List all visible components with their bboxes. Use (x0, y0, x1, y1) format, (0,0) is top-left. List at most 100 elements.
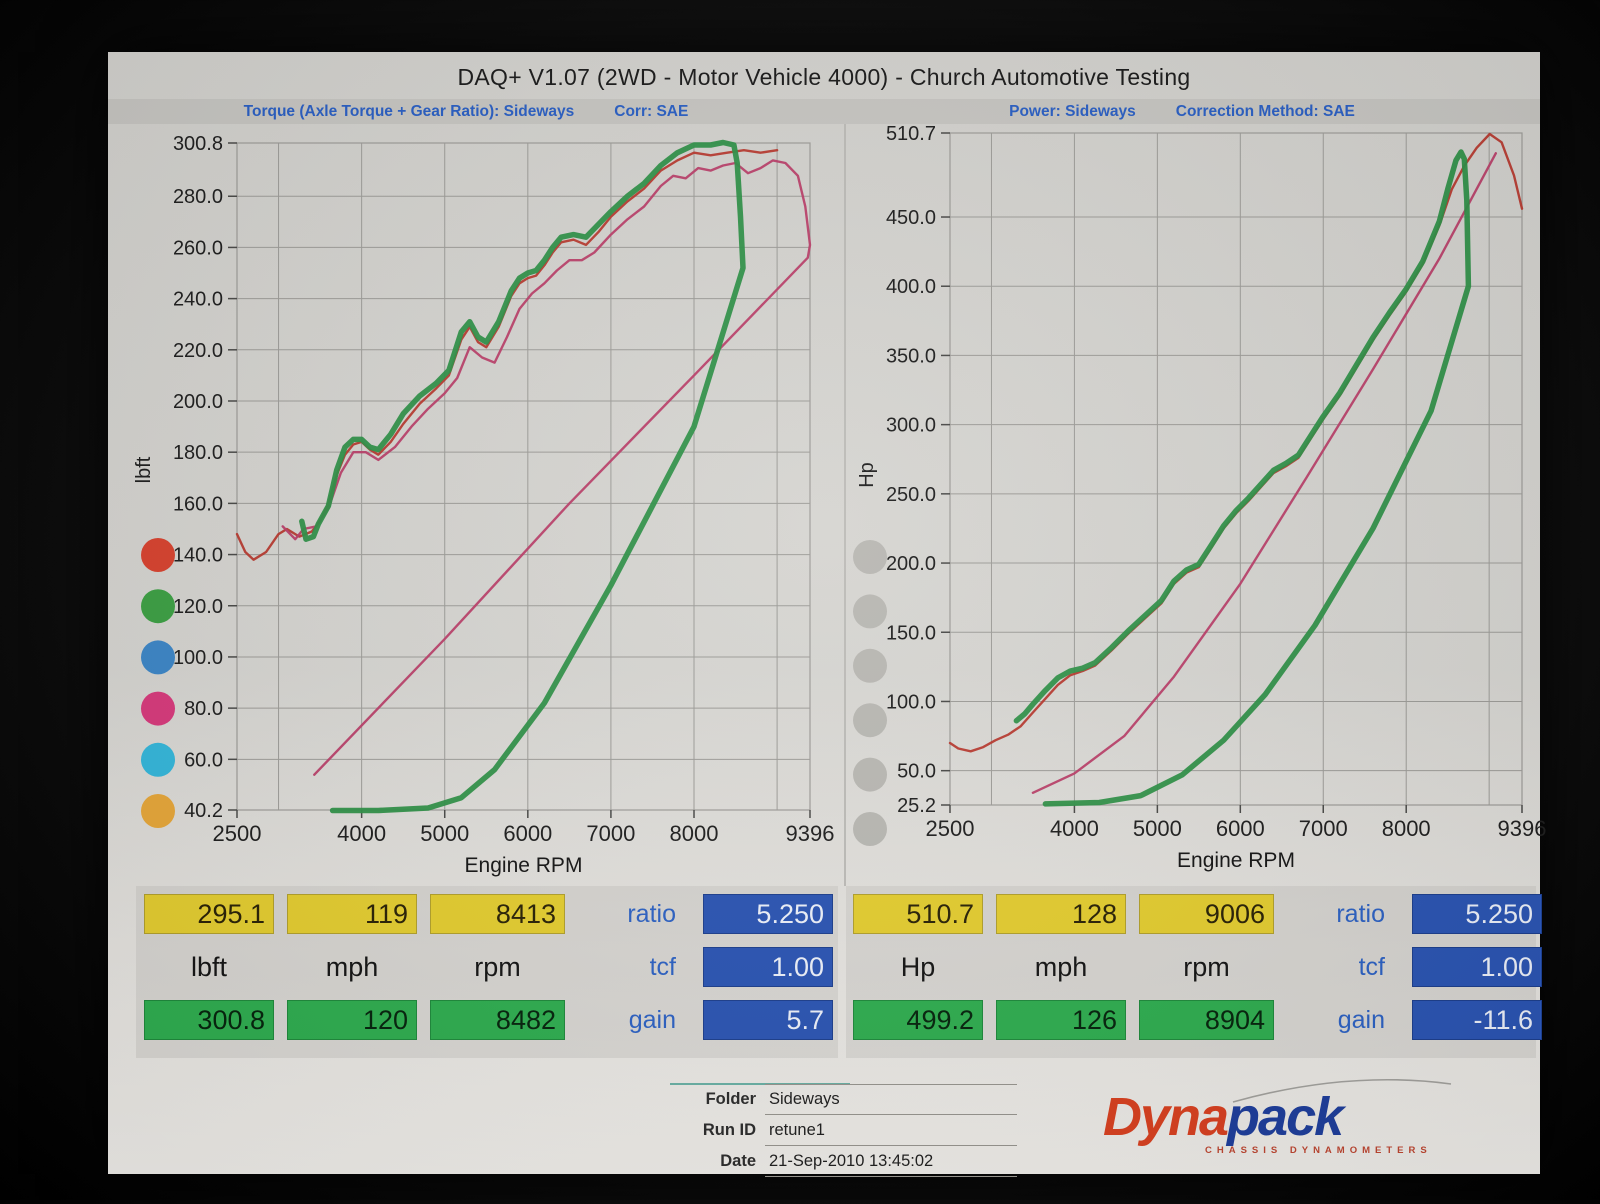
date-label: Date (720, 1152, 756, 1170)
power-chart: 510.7 450.0 400.0 350.0 300.0 250.0 200.0 150.0… (853, 123, 1546, 872)
y-tick-label: 300.8 (173, 133, 223, 155)
gain-value: 5.7 (703, 1000, 833, 1040)
y-tick-label: 100.0 (886, 691, 936, 713)
ratio-label: ratio (1336, 900, 1385, 928)
gain-label: gain (1337, 1006, 1385, 1034)
plot-border (236, 142, 811, 811)
legend-dot (141, 691, 175, 726)
legend-dot (141, 589, 175, 624)
current-power-mph: 126 (996, 1000, 1126, 1040)
y-axis-unit-label: Hp (856, 462, 878, 488)
y-tick-label: 25.2 (897, 795, 936, 817)
y-tick-label: 200.0 (173, 391, 223, 413)
y-tick-label: 220.0 (173, 340, 223, 362)
power-chart-title: Power: Sideways (1009, 102, 1136, 120)
x-tick-label: 4000 (1050, 816, 1099, 841)
torque-chart: 300.8 280.0 260.0 240.0 220.0 200.0 180.0 160.0… (133, 133, 835, 877)
power-run-green-with-return (1013, 149, 1472, 807)
folder-value: Sideways (765, 1084, 1017, 1115)
y-tick-label: 180.0 (173, 442, 223, 464)
mph-unit-label: mph (325, 952, 379, 982)
current-power-rpm: 8904 (1139, 1000, 1274, 1040)
power-return-pink (1031, 152, 1497, 794)
page-title: DAQ+ V1.07 (2WD - Motor Vehicle 4000) - … (457, 64, 1191, 90)
date-value: 21-Sep-2010 13:45:02 (765, 1146, 1017, 1177)
peak-power-value: 510.7 (853, 894, 983, 934)
power-results-table: 510.7 128 9006 ratio 5.250 Hp mph rpm tc… (853, 894, 1542, 1040)
y-tick-label: 60.0 (184, 749, 223, 771)
tcf-value: 1.00 (1412, 947, 1542, 987)
peak-power-mph: 128 (996, 894, 1126, 934)
y-axis-unit-label: lbft (133, 456, 155, 483)
y-tick-label: 450.0 (886, 207, 936, 229)
legend-dot (853, 757, 887, 792)
x-tick-label: 2500 (213, 821, 262, 846)
x-tick-label: 9396 (786, 821, 835, 846)
ratio-value: 5.250 (703, 894, 833, 934)
run-id-row: Run ID retune1 (638, 1115, 1017, 1146)
logo-tagline: CHASSIS DYNAMOMETERS (1205, 1145, 1432, 1156)
torque-run-pink-with-return (281, 159, 812, 776)
peak-power-rpm: 9006 (1139, 894, 1274, 934)
chart-header-band: Torque (Axle Torque + Gear Ratio): Sidew… (108, 99, 1540, 124)
y-tick-label: 160.0 (173, 493, 223, 515)
legend-dot (141, 794, 175, 828)
x-tick-label: 8000 (1382, 816, 1431, 841)
y-tick-label: 140.0 (173, 545, 223, 567)
y-tick-label: 250.0 (886, 484, 936, 506)
tcf-label: tcf (649, 953, 676, 981)
power-unit-label: Hp (900, 952, 936, 982)
rpm-unit-label: rpm (1183, 952, 1230, 982)
current-torque-rpm: 8482 (430, 1000, 565, 1040)
x-tick-label: 5000 (1133, 816, 1182, 841)
x-tick-label: 6000 (1216, 816, 1265, 841)
x-tick-label: 6000 (503, 821, 552, 846)
logo-dyna: Dyna (1103, 1087, 1229, 1147)
logo-swoosh (1232, 1078, 1452, 1103)
y-tick-label: 80.0 (184, 698, 223, 720)
logo-pack: pack (1227, 1087, 1344, 1147)
current-torque-value: 300.8 (144, 1000, 274, 1040)
tcf-value: 1.00 (703, 947, 833, 987)
run-id-value: retune1 (765, 1115, 1017, 1146)
current-torque-mph: 120 (287, 1000, 417, 1040)
y-tick-label: 400.0 (886, 276, 936, 298)
legend-dot (141, 742, 175, 777)
y-tick-label: 200.0 (886, 553, 936, 575)
accent-line (670, 1083, 850, 1085)
tcf-label: tcf (1358, 953, 1385, 981)
x-tick-label: 9396 (1498, 816, 1547, 841)
date-row: Date 21-Sep-2010 13:45:02 (638, 1146, 1017, 1177)
legend-dot (853, 812, 887, 846)
legend-dot (141, 640, 175, 675)
torque-unit-label: lbft (190, 952, 228, 982)
run-info-fields: Folder Sideways Run ID retune1 Date 21-S… (638, 1084, 1017, 1177)
y-tick-label: 240.0 (173, 289, 223, 311)
printed-dyno-sheet: DAQ+ V1.07 (2WD - Motor Vehicle 4000) - … (108, 52, 1546, 1177)
folder-row: Folder Sideways (638, 1084, 1017, 1115)
x-tick-label: 2500 (926, 816, 975, 841)
legend-dot (853, 594, 887, 629)
y-tick-label: 260.0 (173, 237, 223, 259)
y-tick-label: 150.0 (886, 622, 936, 644)
legend-dot (853, 648, 887, 683)
torque-run-green-with-return (299, 139, 746, 814)
gain-label: gain (628, 1006, 676, 1034)
y-tick-label: 50.0 (897, 761, 936, 783)
y-tick-label: 510.7 (886, 123, 936, 145)
x-tick-label: 5000 (420, 821, 469, 846)
torque-results-table: 295.1 119 8413 ratio 5.250 lbft mph rpm … (144, 894, 833, 1040)
x-tick-label: 7000 (1299, 816, 1348, 841)
folder-label: Folder (705, 1090, 756, 1108)
gain-value: -11.6 (1412, 1000, 1542, 1040)
chart-divider (844, 124, 846, 886)
peak-torque-rpm: 8413 (430, 894, 565, 934)
mph-unit-label: mph (1034, 952, 1088, 982)
ratio-value: 5.250 (1412, 894, 1542, 934)
power-header: Power: Sideways Correction Method: SAE (824, 99, 1540, 124)
rpm-unit-label: rpm (474, 952, 521, 982)
torque-chart-title: Torque (Axle Torque + Gear Ratio): Sidew… (243, 102, 575, 120)
legend-dot (853, 540, 887, 574)
torque-correction-label: Corr: SAE (614, 102, 689, 120)
